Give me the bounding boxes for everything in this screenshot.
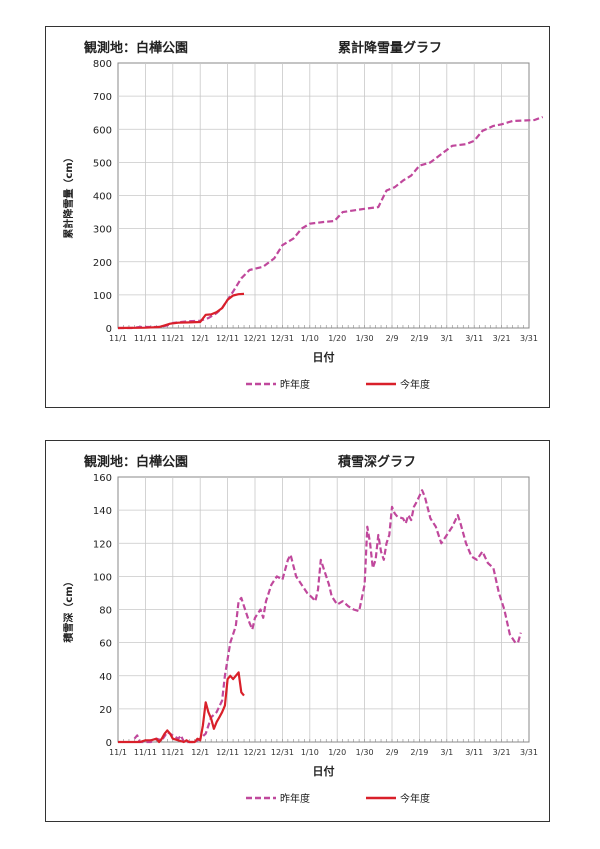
x-tick-label: 1/20 bbox=[328, 334, 346, 343]
y-tick-label: 160 bbox=[93, 473, 112, 484]
chart-svg: 11/1 11/11 11/21 12/1 12/11 12/21 12/31 1/10 1/2… bbox=[62, 59, 544, 391]
x-tick-label: 11/1 bbox=[109, 748, 127, 757]
x-tick-label: 1/30 bbox=[356, 748, 374, 757]
x-tick-label: 3/31 bbox=[520, 748, 538, 757]
y-tick-label: 80 bbox=[99, 606, 112, 617]
x-tick-label: 12/21 bbox=[243, 748, 266, 757]
y-tick-label: 400 bbox=[93, 192, 112, 203]
x-tick-label: 12/1 bbox=[191, 748, 209, 757]
x-tick-label: 2/9 bbox=[386, 334, 399, 343]
x-tick-label: 3/11 bbox=[465, 334, 483, 343]
cumulative-snowfall-chart: 観測地：白樺公園 累計降雪量グラフ 11/1 11/11 11/21 12/1 12/1… bbox=[45, 26, 550, 408]
y-tick-label: 500 bbox=[93, 158, 112, 169]
snow-depth-chart: 観測地：白樺公園 積雪深グラフ 11/1 11/11 11/21 12/1 12/11 1… bbox=[45, 440, 550, 822]
x-tick-label: 3/21 bbox=[493, 334, 511, 343]
x-tick-label: 12/1 bbox=[191, 334, 209, 343]
x-tick-label: 12/31 bbox=[271, 334, 294, 343]
chart-title: 累計降雪量グラフ bbox=[338, 41, 443, 56]
x-tick-label: 12/31 bbox=[271, 748, 294, 757]
x-tick-label: 3/21 bbox=[493, 748, 511, 757]
y-tick-label: 600 bbox=[93, 125, 112, 136]
y-tick-label: 300 bbox=[93, 225, 112, 236]
observation-location: 観測地：白樺公園 bbox=[84, 455, 189, 470]
x-tick-label: 12/11 bbox=[216, 334, 239, 343]
y-tick-label: 40 bbox=[99, 672, 112, 683]
legend-label: 今年度 bbox=[400, 792, 430, 805]
y-tick-label: 120 bbox=[93, 539, 112, 550]
y-tick-label: 100 bbox=[93, 291, 112, 302]
x-tick-label: 1/30 bbox=[356, 334, 374, 343]
chart-svg: 11/1 11/11 11/21 12/1 12/11 12/21 12/31 1/10 1/2… bbox=[62, 473, 538, 805]
series-line-this-year bbox=[118, 671, 245, 744]
y-tick-label: 0 bbox=[106, 324, 112, 335]
series-line-last-year bbox=[133, 489, 522, 744]
x-tick-label: 3/1 bbox=[440, 334, 453, 343]
y-tick-label: 140 bbox=[93, 506, 112, 517]
y-axis-title: 積雪深（cm） bbox=[62, 576, 75, 643]
x-tick-label: 1/20 bbox=[328, 748, 346, 757]
y-tick-label: 700 bbox=[93, 92, 112, 103]
x-tick-label: 12/21 bbox=[243, 334, 266, 343]
observation-location: 観測地：白樺公園 bbox=[84, 41, 189, 56]
y-tick-label: 20 bbox=[99, 705, 112, 716]
chart-title: 積雪深グラフ bbox=[338, 455, 417, 470]
y-tick-label: 200 bbox=[93, 258, 112, 269]
y-tick-label: 800 bbox=[93, 59, 112, 70]
series-line-this-year bbox=[117, 292, 245, 330]
legend-label: 昨年度 bbox=[280, 792, 310, 805]
x-tick-label: 12/11 bbox=[216, 748, 239, 757]
x-tick-label: 11/11 bbox=[134, 334, 157, 343]
series-line-last-year bbox=[118, 115, 544, 330]
x-tick-label: 1/10 bbox=[301, 334, 319, 343]
y-tick-label: 0 bbox=[106, 738, 112, 749]
x-tick-label: 11/21 bbox=[161, 748, 184, 757]
x-tick-label: 3/1 bbox=[440, 748, 453, 757]
x-tick-label: 2/19 bbox=[410, 748, 428, 757]
y-tick-label: 100 bbox=[93, 572, 112, 583]
x-tick-label: 11/1 bbox=[109, 334, 127, 343]
x-axis-title: 日付 bbox=[313, 764, 335, 778]
x-tick-label: 2/19 bbox=[410, 334, 428, 343]
x-tick-label: 11/11 bbox=[134, 748, 157, 757]
x-tick-label: 2/9 bbox=[386, 748, 399, 757]
y-tick-label: 60 bbox=[99, 639, 112, 650]
legend-label: 今年度 bbox=[400, 378, 430, 391]
legend-label: 昨年度 bbox=[280, 378, 310, 391]
x-tick-label: 11/21 bbox=[161, 334, 184, 343]
y-axis-title: 累計降雪量（cm） bbox=[62, 152, 75, 238]
x-axis-title: 日付 bbox=[313, 350, 335, 364]
x-tick-label: 3/31 bbox=[520, 334, 538, 343]
x-tick-label: 3/11 bbox=[465, 748, 483, 757]
x-tick-label: 1/10 bbox=[301, 748, 319, 757]
